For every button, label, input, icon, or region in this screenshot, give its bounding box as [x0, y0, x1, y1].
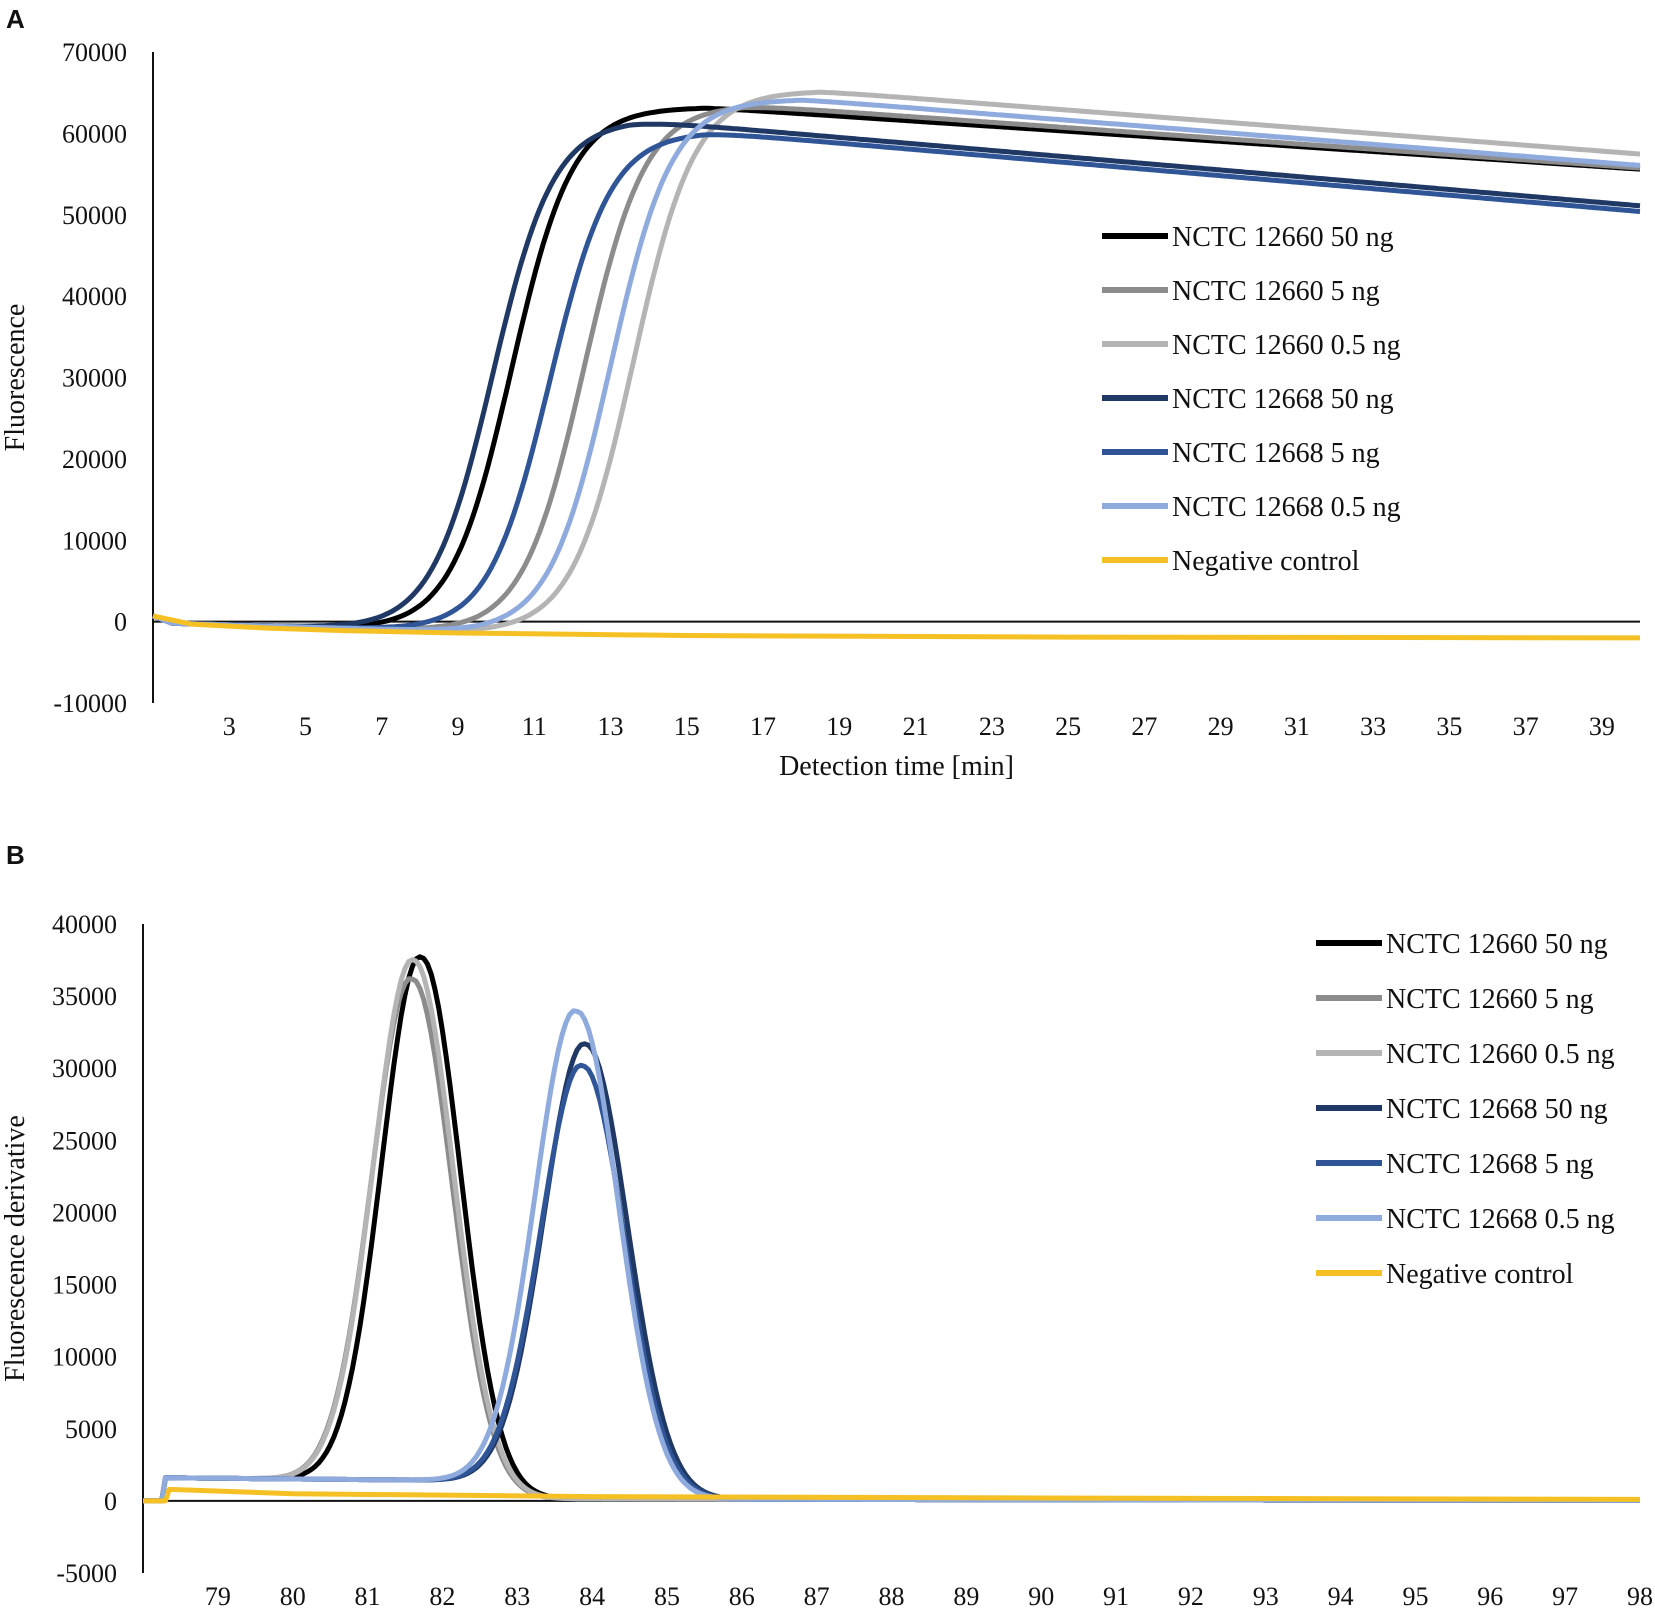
x-tick-label: 21	[903, 712, 929, 741]
y-tick-label: 30000	[52, 1054, 117, 1083]
x-tick-label: 94	[1328, 1582, 1354, 1611]
y-tick-label: 10000	[62, 526, 127, 555]
y-axis-label: Fluorescence derivative	[0, 1115, 31, 1382]
legend-label-nctc-12660-5-ng: NCTC 12660 5 ng	[1172, 276, 1380, 307]
x-tick-label: 83	[504, 1582, 530, 1611]
x-tick-label: 25	[1055, 712, 1081, 741]
x-tick-label: 35	[1436, 712, 1462, 741]
legend-label-nctc-12668-5-ng: NCTC 12668 5 ng	[1386, 1149, 1594, 1180]
x-tick-label: 19	[826, 712, 852, 741]
legend-label-nctc-12660-50-ng: NCTC 12660 50 ng	[1172, 222, 1394, 253]
x-tick-label: 13	[598, 712, 624, 741]
legend-label-nctc-12668-0-5-ng: NCTC 12668 0.5 ng	[1386, 1204, 1615, 1235]
y-axis-label: Fluorescence	[0, 304, 31, 452]
legend-label-nctc-12668-50-ng: NCTC 12668 50 ng	[1386, 1094, 1608, 1125]
series-line-nctc-12668-5-ng	[152, 132, 1641, 631]
y-tick-label: -10000	[53, 689, 127, 718]
legend-label-nctc-12660-50-ng: NCTC 12660 50 ng	[1386, 929, 1608, 960]
y-tick-label: 20000	[62, 445, 127, 474]
legend-label-negative-control: Negative control	[1386, 1259, 1574, 1290]
x-tick-label: 89	[953, 1582, 979, 1611]
x-tick-label: 98	[1627, 1582, 1653, 1611]
x-tick-label: 86	[729, 1582, 755, 1611]
x-tick-label: 81	[355, 1582, 381, 1611]
x-tick-label: 31	[1284, 712, 1310, 741]
x-tick-label: 27	[1131, 712, 1157, 741]
x-tick-label: 15	[674, 712, 700, 741]
x-tick-label: 17	[750, 712, 776, 741]
x-tick-label: 91	[1103, 1582, 1129, 1611]
legend-label-nctc-12668-50-ng: NCTC 12668 50 ng	[1172, 384, 1394, 415]
panel-label: B	[6, 840, 25, 870]
series-line-nctc-12660-0-5-ng	[152, 89, 1641, 633]
y-tick-label: 5000	[65, 1415, 117, 1444]
y-tick-label: 50000	[62, 201, 127, 230]
chart-panel-a: A 70000 60000 50000 40000 30000 20000 10000 0 -10…	[0, 4, 1641, 782]
y-tick-label: 60000	[62, 119, 127, 148]
y-tick-label: 0	[104, 1487, 117, 1516]
legend-label-nctc-12660-0-5-ng: NCTC 12660 0.5 ng	[1172, 330, 1401, 361]
x-tick-label: 95	[1402, 1582, 1428, 1611]
y-tick-label: 0	[114, 608, 127, 637]
x-tick-label: 5	[299, 712, 312, 741]
y-tick-label: 70000	[62, 38, 127, 67]
y-tick-label: 20000	[52, 1198, 117, 1227]
x-tick-label: 3	[223, 712, 236, 741]
x-tick-label: 88	[879, 1582, 905, 1611]
x-tick-label: 39	[1589, 712, 1615, 741]
x-tick-label: 90	[1028, 1582, 1054, 1611]
series-line-negative-control	[152, 613, 1641, 641]
series-line-nctc-12668-50-ng	[152, 121, 1641, 629]
x-tick-label: 85	[654, 1582, 680, 1611]
x-tick-label: 79	[205, 1582, 231, 1611]
x-tick-label: 23	[979, 712, 1005, 741]
x-tick-label: 7	[375, 712, 388, 741]
x-tick-label: 37	[1513, 712, 1539, 741]
y-tick-label: 25000	[52, 1126, 117, 1155]
x-tick-label: 11	[522, 712, 547, 741]
y-tick-label: 15000	[52, 1271, 117, 1300]
series-line-nctc-12668-0-5-ng	[152, 97, 1641, 632]
y-tick-label: 35000	[52, 982, 117, 1011]
x-tick-label: 87	[804, 1582, 830, 1611]
panel-label: A	[6, 4, 25, 34]
x-tick-label: 9	[452, 712, 465, 741]
legend-label-nctc-12660-5-ng: NCTC 12660 5 ng	[1386, 984, 1594, 1015]
x-axis-label: Detection time [min]	[779, 751, 1014, 782]
legend-label-nctc-12668-5-ng: NCTC 12668 5 ng	[1172, 438, 1380, 469]
y-tick-label: 10000	[52, 1343, 117, 1372]
x-tick-label: 80	[280, 1582, 306, 1611]
series-line-negative-control	[143, 1486, 1641, 1504]
legend-label-negative-control: Negative control	[1172, 546, 1360, 577]
x-tick-label: 84	[579, 1582, 605, 1611]
x-tick-label: 82	[429, 1582, 455, 1611]
x-tick-label: 93	[1253, 1582, 1279, 1611]
y-tick-label: 40000	[52, 910, 117, 939]
x-tick-label: 96	[1477, 1582, 1503, 1611]
legend-label-nctc-12668-0-5-ng: NCTC 12668 0.5 ng	[1172, 492, 1401, 523]
y-tick-label: 30000	[62, 364, 127, 393]
y-tick-label: -5000	[56, 1559, 117, 1588]
x-tick-label: 29	[1208, 712, 1234, 741]
x-tick-label: 92	[1178, 1582, 1204, 1611]
chart-panel-b: B 40000 35000 30000 25000 20000 15000 10000 5000…	[0, 840, 1653, 1611]
x-tick-label: 97	[1552, 1582, 1578, 1611]
x-tick-label: 33	[1360, 712, 1386, 741]
y-tick-label: 40000	[62, 282, 127, 311]
legend-label-nctc-12660-0-5-ng: NCTC 12660 0.5 ng	[1386, 1039, 1615, 1070]
